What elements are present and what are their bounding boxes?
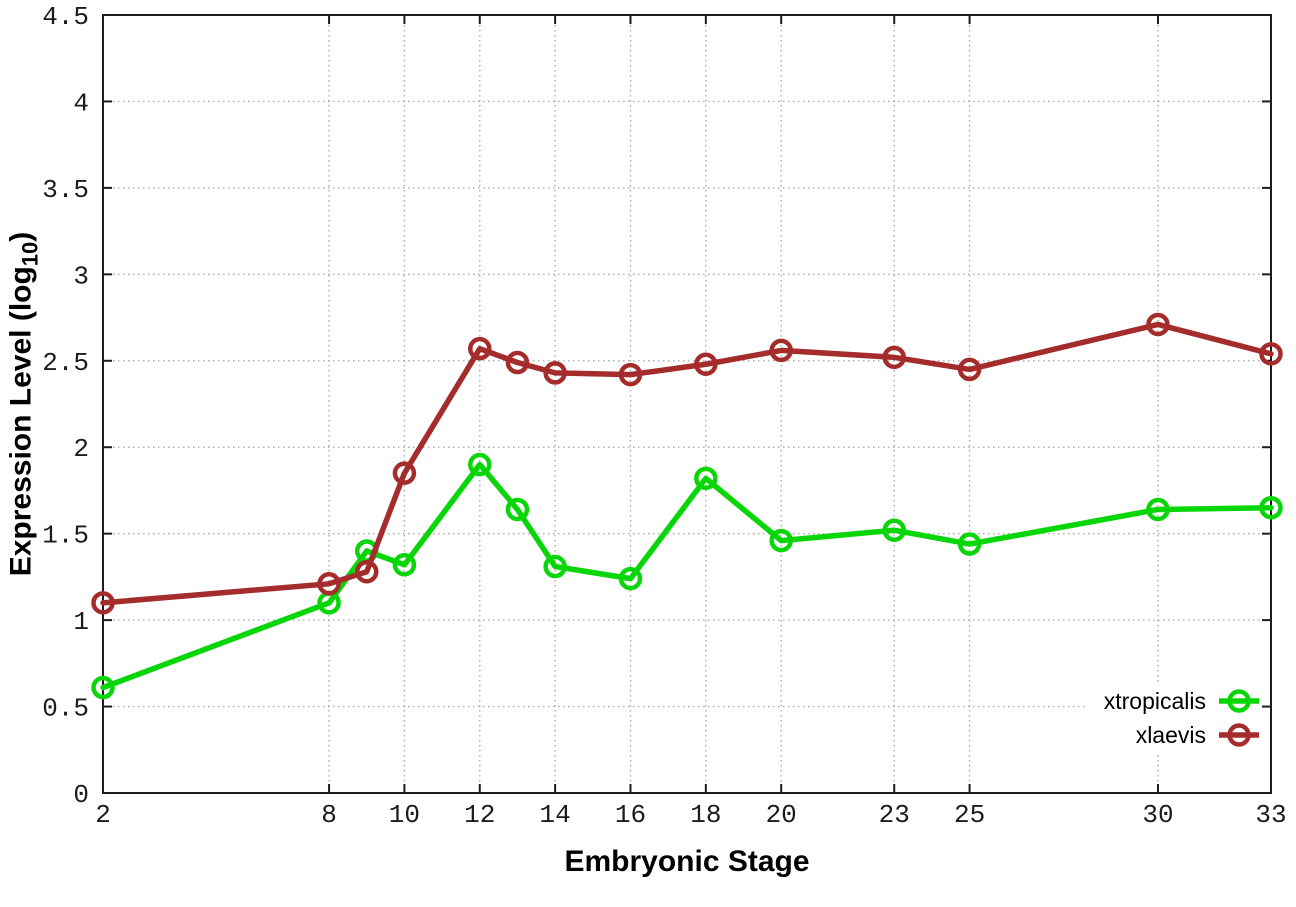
x-tick-label: 30 — [1142, 800, 1173, 830]
data-point-xlaevis — [1259, 342, 1283, 366]
data-point-xlaevis — [957, 357, 982, 382]
data-point-xtropicalis — [392, 553, 417, 577]
data-point-xtropicalis — [468, 452, 492, 477]
data-point-xlaevis — [505, 350, 530, 375]
data-point-xlaevis — [1146, 312, 1170, 337]
y-tick-label: 4.5 — [42, 2, 89, 32]
x-tick-label: 23 — [879, 800, 910, 830]
x-tick-label: 18 — [690, 800, 721, 830]
open-circle-marker-icon — [1219, 723, 1259, 747]
y-tick-label: 2.5 — [42, 348, 89, 378]
data-point-xlaevis — [543, 361, 567, 385]
data-point-xlaevis — [769, 338, 793, 363]
y-tick-label: 3.5 — [42, 175, 89, 205]
y-tick-label: 1.5 — [42, 521, 89, 551]
data-point-xlaevis — [354, 559, 379, 584]
data-point-xtropicalis — [543, 554, 567, 579]
y-axis-title-close: ) — [4, 231, 38, 242]
series-line-xtropicalis — [100, 461, 1274, 691]
x-tick-label: 25 — [954, 800, 985, 830]
data-point-xlaevis — [618, 362, 643, 387]
data-point-xlaevis — [468, 336, 492, 361]
data-point-xtropicalis — [769, 528, 793, 553]
y-axis-title-text: Expression Level (log — [4, 266, 38, 577]
data-point-xlaevis — [694, 352, 718, 376]
data-point-xtropicalis — [1259, 495, 1283, 520]
data-point-xlaevis — [392, 461, 417, 485]
y-tick-label: 2 — [73, 434, 89, 464]
legend-label-xtropicalis: xtropicalis — [1103, 688, 1206, 714]
data-point-xtropicalis — [91, 675, 115, 700]
legend-label-xlaevis: xlaevis — [1135, 722, 1206, 748]
y-tick-label: 0.5 — [42, 694, 89, 724]
y-axis-title: Expression Level (log10) — [5, 232, 44, 577]
data-point-xtropicalis — [694, 466, 718, 491]
x-axis-title: Embryonic Stage — [564, 845, 810, 878]
x-tick-label: 14 — [540, 800, 571, 830]
x-tick-label: 8 — [321, 800, 337, 830]
series-line-xlaevis — [100, 321, 1274, 606]
x-tick-label: 2 — [95, 800, 111, 830]
data-point-xtropicalis — [618, 566, 643, 591]
legend: xtropicalis xlaevis — [1087, 682, 1262, 754]
data-point-xtropicalis — [957, 532, 982, 556]
legend-item-xtropicalis: xtropicalis — [1104, 684, 1262, 718]
y-axis-title-subscript: 10 — [17, 241, 43, 267]
x-tick-label: 10 — [389, 800, 420, 830]
plot-border — [102, 14, 1272, 794]
data-point-xtropicalis — [505, 497, 530, 522]
data-point-xtropicalis — [882, 518, 906, 542]
data-point-xlaevis — [91, 591, 115, 615]
open-circle-marker-icon — [1219, 689, 1259, 713]
data-point-xlaevis — [317, 572, 341, 596]
x-tick-label: 20 — [766, 800, 797, 830]
legend-item-xlaevis: xlaevis — [1136, 718, 1262, 752]
x-tick-label: 16 — [615, 800, 646, 830]
y-tick-label: 1 — [73, 607, 89, 637]
data-point-xtropicalis — [1146, 497, 1170, 522]
data-point-xlaevis — [882, 345, 906, 370]
y-tick-label: 0 — [73, 780, 89, 810]
y-tick-label: 3 — [73, 261, 89, 291]
x-tick-label: 12 — [464, 800, 495, 830]
y-tick-label: 4 — [73, 88, 89, 118]
x-tick-label: 33 — [1255, 800, 1286, 830]
